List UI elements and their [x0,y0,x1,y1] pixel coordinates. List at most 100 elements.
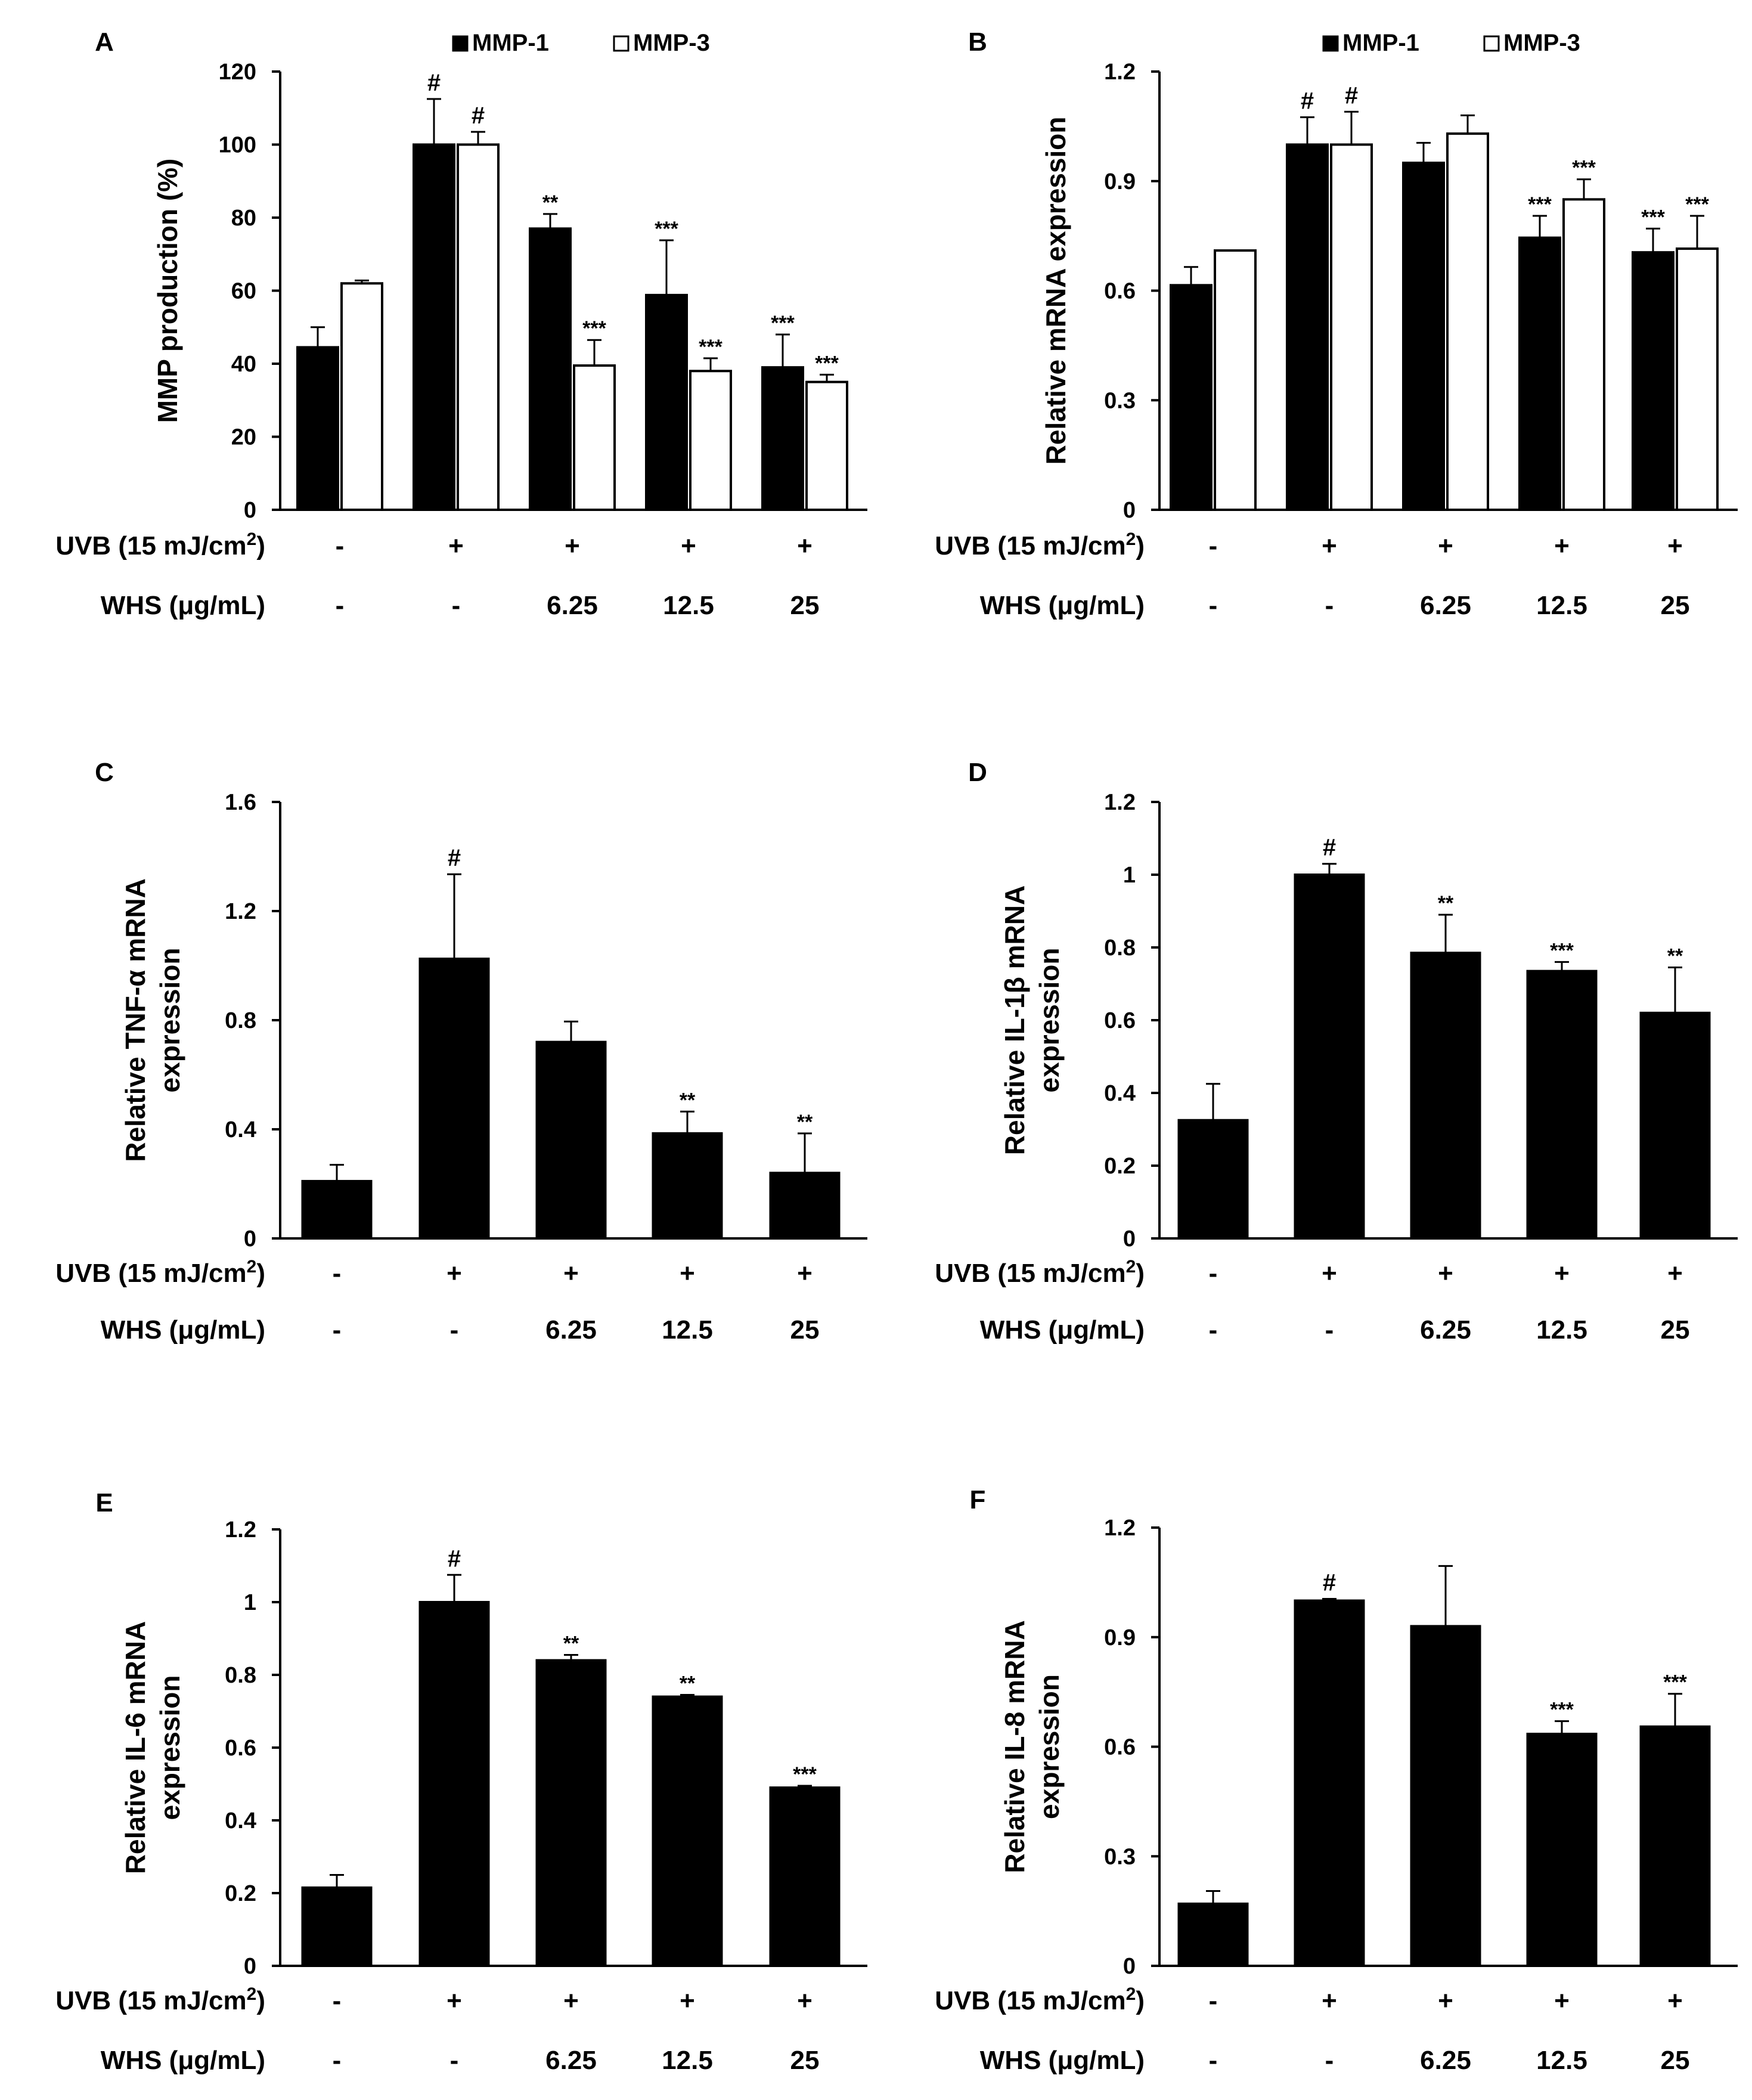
whs-value: 12.5 [662,2046,713,2075]
uvb-label-text: UVB (15 mJ/cm [935,531,1125,560]
bar-tnf-α-5 [769,1172,841,1240]
whs-value: - [1209,1315,1218,1345]
significance-star-label: *** [815,352,839,374]
uvb-label-text: UVB (15 mJ/cm [55,1259,246,1288]
uvb-value: + [1667,1259,1683,1288]
significance-star-label: ** [680,1089,696,1111]
whs-row-label: WHS (μg/mL) [980,591,1145,620]
y-tick-label: 0 [1123,498,1136,523]
significance-hash-label: # [448,845,461,871]
whs-value: 25 [1661,2046,1690,2075]
y-tick-label: 0.2 [1104,1154,1136,1179]
uvb-value: + [565,531,580,560]
legend-swatch-mmp-3 [1483,35,1500,52]
y-axis-label: expression [154,1675,185,1820]
bar-il-6-1 [301,1886,373,1968]
whs-row-label: WHS (μg/mL) [980,2046,1145,2075]
legend-swatch-mmp-1 [452,35,469,52]
bar-il-8-2 [1294,1599,1365,1967]
uvb-row-label: UVB (15 mJ/cm2) [55,1984,265,2016]
whs-value: - [452,591,461,620]
whs-row-label: WHS (μg/mL) [101,2046,265,2075]
significance-hash-label: # [1323,835,1336,861]
bar-il-6-5 [769,1786,841,1968]
whs-value: - [1209,2046,1218,2075]
uvb-value: - [1209,1986,1218,2015]
uvb-label-superscript: 2 [1126,1257,1136,1277]
significance-star-label: ** [563,1632,579,1655]
significance-hash-label: # [427,70,441,96]
whs-value: - [1325,2046,1334,2075]
uvb-label-close: ) [256,1986,265,2015]
uvb-label-superscript: 2 [1126,1984,1136,2004]
y-tick-label: 0.6 [225,1736,256,1761]
bar-mmp-3-1 [1214,249,1257,511]
legend-swatch-mmp-1 [1322,35,1339,52]
significance-star-label: *** [655,218,678,240]
y-tick-label: 1.2 [1104,60,1136,85]
uvb-value: + [1554,1986,1570,2015]
whs-value: 25 [790,2046,820,2075]
whs-value: 25 [790,1315,820,1345]
uvb-row-label: UVB (15 mJ/cm2) [935,529,1145,561]
whs-value: 6.25 [545,2046,597,2075]
whs-value: 12.5 [662,1315,713,1345]
bar-mmp-3-1 [340,282,383,511]
uvb-value: + [1438,1259,1453,1288]
uvb-value: - [1209,1259,1218,1288]
whs-value: 12.5 [663,591,714,620]
whs-value: - [1325,591,1334,620]
whs-value: 12.5 [1536,1315,1587,1345]
significance-star-label: *** [699,336,722,358]
y-tick-label: 0.8 [1104,936,1136,961]
uvb-label-text: UVB (15 mJ/cm [55,531,246,560]
y-tick-label: 0 [1123,1226,1136,1252]
uvb-value: + [680,1259,695,1288]
y-tick-label: 60 [231,279,256,304]
legend-label-mmp-1: MMP-1 [472,30,549,56]
bar-il-6-4 [652,1695,723,1968]
uvb-value: + [446,1259,462,1288]
bar-mmp-1-5 [1632,251,1675,511]
uvb-value: - [333,1986,342,2015]
bar-mmp-1-2 [1286,143,1329,511]
legend-label-mmp-3: MMP-3 [1503,30,1580,56]
y-tick-label: 0.9 [1104,1625,1136,1650]
y-tick-label: 1.6 [225,790,256,815]
y-tick-label: 0.3 [1104,388,1136,413]
significance-star-label: *** [1641,206,1665,228]
significance-star-label: ** [1438,892,1454,915]
bar-tnf-α-1 [301,1179,373,1240]
y-tick-label: 1.2 [1104,790,1136,815]
whs-value: 6.25 [1420,1315,1471,1345]
significance-hash-label: # [1345,82,1358,109]
y-axis-label: Relative TNF-α mRNA [120,878,151,1162]
y-axis-label: expression [1034,948,1065,1093]
bar-il-1β-2 [1294,874,1365,1240]
whs-value: 6.25 [545,1315,597,1345]
y-axis-label: MMP production (%) [152,159,183,423]
whs-value: - [1209,591,1218,620]
bar-mmp-3-5 [805,380,848,511]
whs-value: 25 [790,591,820,620]
y-tick-label: 0.6 [1104,1735,1136,1760]
chart-panel-e: E 0 0.2 0.4 0.6 0.8 1 1.2 Relative IL-6 mRNA expr… [55,1488,867,2075]
y-tick-label: 0.6 [1104,1008,1136,1033]
uvb-value: + [563,1259,579,1288]
whs-value: 25 [1661,1315,1690,1345]
bar-mmp-3-3 [573,364,616,511]
uvb-label-text: UVB (15 mJ/cm [935,1986,1125,2015]
bar-il-1β-1 [1177,1119,1249,1240]
whs-value: - [1325,1315,1334,1345]
bar-tnf-α-3 [535,1040,607,1240]
y-axis-label: Relative mRNA expression [1040,117,1071,465]
uvb-label-superscript: 2 [247,1257,257,1277]
bar-il-1β-5 [1639,1011,1711,1240]
bar-mmp-3-3 [1446,132,1489,511]
significance-star-label: *** [793,1763,817,1786]
bar-il-6-3 [535,1659,607,1968]
bar-il-8-1 [1177,1902,1249,1967]
y-axis-label: Relative IL-8 mRNA [999,1620,1030,1873]
uvb-label-close: ) [256,531,265,560]
